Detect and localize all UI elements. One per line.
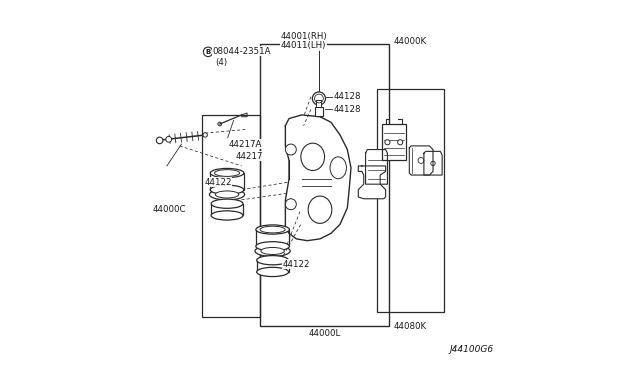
Bar [316, 107, 323, 116]
Circle shape [285, 144, 296, 155]
Polygon shape [358, 166, 386, 199]
Ellipse shape [255, 246, 290, 256]
Bar [382, 124, 406, 160]
Ellipse shape [257, 267, 289, 276]
Circle shape [203, 133, 207, 137]
Text: 44000K: 44000K [394, 38, 427, 46]
Text: B: B [205, 49, 211, 55]
Ellipse shape [330, 157, 346, 179]
Circle shape [312, 92, 326, 105]
Text: 44128: 44128 [333, 92, 361, 101]
Polygon shape [410, 146, 433, 175]
Text: 44000C: 44000C [153, 205, 186, 214]
Ellipse shape [211, 169, 244, 178]
Circle shape [397, 140, 403, 145]
Circle shape [166, 137, 172, 142]
Bar [202, 115, 260, 317]
Bar [376, 89, 444, 312]
Bar [316, 100, 321, 107]
Text: (4): (4) [215, 58, 227, 67]
Ellipse shape [256, 225, 289, 234]
Text: 44011(LH): 44011(LH) [281, 41, 326, 50]
Bar [211, 204, 243, 215]
Circle shape [156, 137, 163, 144]
Text: 44000L: 44000L [308, 329, 340, 338]
Bar [211, 173, 244, 190]
Polygon shape [424, 151, 442, 175]
Text: 44128: 44128 [333, 105, 361, 114]
Text: 44122: 44122 [283, 260, 310, 269]
Circle shape [385, 140, 390, 145]
Bar [260, 44, 389, 326]
Text: 44080K: 44080K [394, 322, 427, 331]
Ellipse shape [211, 211, 243, 220]
Ellipse shape [308, 196, 332, 223]
Ellipse shape [215, 191, 239, 198]
Text: 08044-2351A: 08044-2351A [212, 46, 271, 55]
Text: J44100G6: J44100G6 [449, 346, 493, 355]
Text: 44001(RH): 44001(RH) [280, 32, 327, 41]
Text: 44217A: 44217A [228, 140, 262, 148]
Polygon shape [285, 115, 351, 241]
Ellipse shape [261, 247, 284, 254]
Ellipse shape [211, 199, 243, 208]
Bar [256, 230, 289, 246]
Text: 44122: 44122 [204, 178, 232, 187]
Text: 44217: 44217 [236, 152, 263, 161]
Ellipse shape [256, 242, 289, 251]
Polygon shape [365, 150, 387, 184]
Bar [257, 260, 289, 272]
Ellipse shape [301, 143, 324, 170]
Ellipse shape [209, 189, 244, 200]
Ellipse shape [211, 185, 244, 195]
Ellipse shape [257, 256, 289, 265]
Circle shape [285, 199, 296, 210]
